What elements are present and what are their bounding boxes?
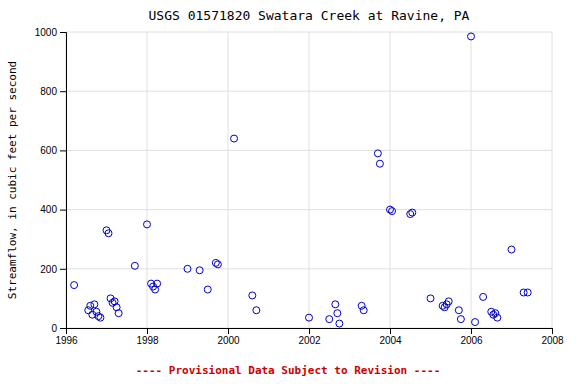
- point: [520, 289, 527, 296]
- tick-label: 0: [51, 323, 57, 334]
- point: [253, 307, 260, 314]
- x-axis: 1996 1998 2000 2002 2004 2006 2008: [55, 328, 564, 346]
- tick: 2000: [217, 328, 240, 346]
- tick: 1000: [35, 27, 66, 38]
- point: [374, 150, 381, 157]
- y-axis-title: Streamflow, in cubic feet per second: [6, 61, 19, 299]
- points: [71, 33, 532, 327]
- tick-mark: [147, 328, 148, 334]
- grid-line: [390, 32, 391, 328]
- tick-mark: [60, 210, 66, 211]
- tick-label: 2002: [298, 335, 321, 346]
- point: [360, 307, 367, 314]
- point: [455, 307, 462, 314]
- tick: 1998: [136, 328, 159, 346]
- point: [91, 301, 98, 308]
- point: [306, 314, 313, 321]
- point: [524, 289, 531, 296]
- x-axis-line: [67, 329, 553, 335]
- point: [492, 310, 499, 317]
- point: [87, 302, 94, 309]
- grid-line: [66, 150, 552, 151]
- point: [196, 267, 203, 274]
- tick-label: 1000: [35, 27, 58, 38]
- tick: 2004: [379, 328, 402, 346]
- tick-mark: [60, 269, 66, 270]
- point: [144, 221, 151, 228]
- point: [457, 316, 464, 323]
- point: [97, 314, 104, 321]
- point: [445, 298, 452, 305]
- tick-mark: [60, 32, 66, 33]
- point: [480, 293, 487, 300]
- grid-line: [309, 32, 310, 328]
- point: [336, 320, 343, 327]
- tick-label: 2004: [379, 335, 402, 346]
- grid: [66, 32, 552, 328]
- point: [184, 265, 191, 272]
- point: [358, 302, 365, 309]
- grid-line: [66, 268, 552, 269]
- tick-mark: [471, 328, 472, 334]
- tick-label: 2000: [217, 335, 240, 346]
- chart: 1996 1998 2000 2002 2004 2006 2008 0 200 400 600 80…: [0, 0, 576, 384]
- y-axis: 0 200 400 600 800 1000: [35, 27, 67, 334]
- point: [115, 310, 122, 317]
- tick-label: 400: [40, 204, 57, 215]
- point: [231, 135, 238, 142]
- plot: 1996 1998 2000 2002 2004 2006 2008 0 200 400 600 80…: [35, 27, 564, 346]
- point: [494, 314, 501, 321]
- tick: 200: [40, 264, 66, 275]
- tick: 0: [51, 323, 66, 334]
- tick: 2008: [541, 328, 564, 346]
- grid-line: [66, 32, 552, 33]
- point: [376, 160, 383, 167]
- point: [249, 292, 256, 299]
- tick: 2002: [298, 328, 321, 346]
- grid-line: [66, 91, 552, 92]
- point: [389, 208, 396, 215]
- grid-line: [228, 32, 229, 328]
- grid-line: [66, 209, 552, 210]
- point: [85, 307, 92, 314]
- tick: 400: [40, 204, 66, 215]
- point: [332, 301, 339, 308]
- tick-label: 600: [40, 145, 57, 156]
- y-axis-line: [60, 33, 67, 329]
- point: [326, 316, 333, 323]
- tick: 800: [40, 86, 66, 97]
- tick-mark: [60, 150, 66, 151]
- point: [468, 33, 475, 40]
- tick-mark: [552, 328, 553, 334]
- tick-mark: [60, 91, 66, 92]
- point: [334, 310, 341, 317]
- point: [508, 246, 515, 253]
- tick-mark: [309, 328, 310, 334]
- point: [427, 295, 434, 302]
- tick: 1996: [55, 328, 78, 346]
- point: [204, 286, 211, 293]
- title: USGS 01571820 Swatara Creek at Ravine, P…: [149, 8, 470, 23]
- tick-label: 2008: [541, 335, 564, 346]
- tick-label: 1996: [55, 335, 78, 346]
- grid-line: [552, 32, 553, 328]
- tick-mark: [60, 328, 66, 329]
- tick-mark: [390, 328, 391, 334]
- tick: 2006: [460, 328, 483, 346]
- point: [105, 230, 112, 237]
- tick-label: 1998: [136, 335, 159, 346]
- point: [214, 261, 221, 268]
- point: [409, 209, 416, 216]
- tick-label: 200: [40, 264, 57, 275]
- tick-label: 800: [40, 86, 57, 97]
- point: [472, 319, 479, 326]
- tick-mark: [228, 328, 229, 334]
- point: [154, 280, 161, 287]
- point: [131, 262, 138, 269]
- footnote: ---- Provisional Data Subject to Revisio…: [136, 364, 441, 377]
- point: [71, 282, 78, 289]
- grid-line: [471, 32, 472, 328]
- tick-label: 2006: [460, 335, 483, 346]
- tick: 600: [40, 145, 66, 156]
